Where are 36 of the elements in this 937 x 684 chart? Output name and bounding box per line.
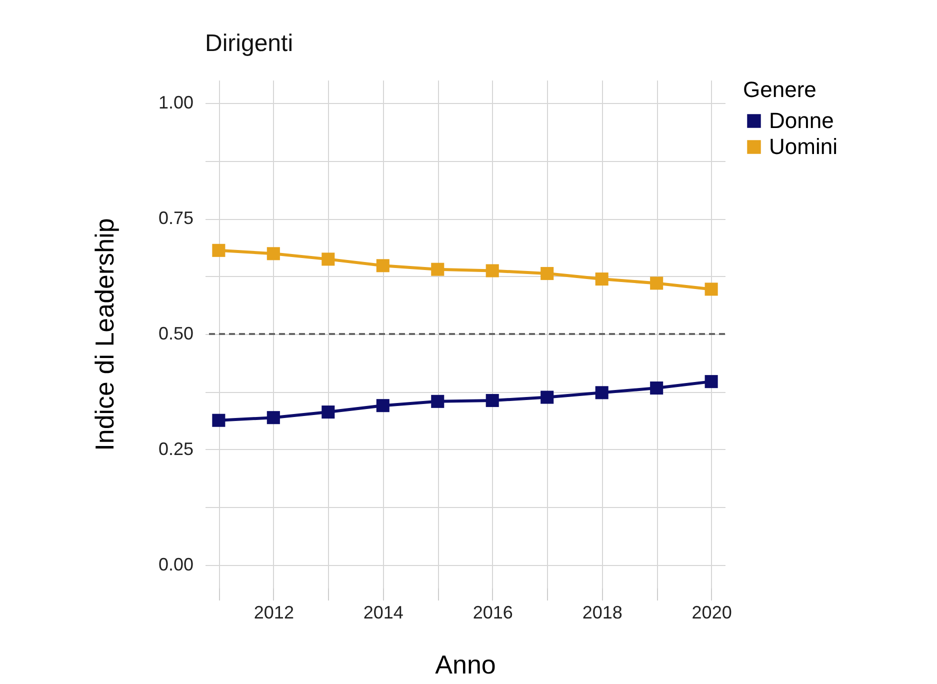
- y-axis-title: Indice di Leadership: [89, 218, 120, 451]
- point: [595, 272, 608, 286]
- legend-label: Uomini: [769, 134, 838, 159]
- y-tick-label: 0.25: [158, 438, 194, 459]
- point: [376, 399, 390, 412]
- x-tick-label: 2020: [692, 602, 732, 622]
- y-tick-label: 0.00: [158, 554, 194, 574]
- x-axis-title: Anno: [435, 650, 496, 680]
- point: [595, 386, 608, 400]
- point: [266, 411, 280, 424]
- x-tick-label: 2014: [363, 602, 404, 622]
- point: [486, 264, 499, 278]
- chart-title: Dirigenti: [205, 30, 294, 57]
- x-tick-label: 2016: [472, 602, 513, 622]
- x-tick-label: 2018: [582, 602, 622, 622]
- y-tick-label: 1.00: [158, 92, 194, 113]
- point: [431, 262, 444, 276]
- point: [431, 394, 444, 408]
- point: [540, 390, 554, 404]
- point: [266, 247, 280, 260]
- y-tick-label: 0.50: [158, 324, 194, 344]
- point: [322, 252, 335, 266]
- x-tick-label: 2012: [254, 602, 294, 622]
- point: [212, 414, 226, 427]
- point: [704, 375, 718, 388]
- point: [212, 244, 226, 257]
- point: [704, 282, 718, 296]
- legend-label: Donne: [769, 108, 834, 133]
- point: [650, 276, 664, 290]
- point: [486, 394, 499, 408]
- point: [322, 406, 335, 419]
- point: [650, 382, 664, 395]
- point: [540, 266, 554, 280]
- legend-title: Genere: [743, 77, 816, 102]
- point: [376, 259, 390, 272]
- y-tick-label: 0.75: [158, 208, 194, 228]
